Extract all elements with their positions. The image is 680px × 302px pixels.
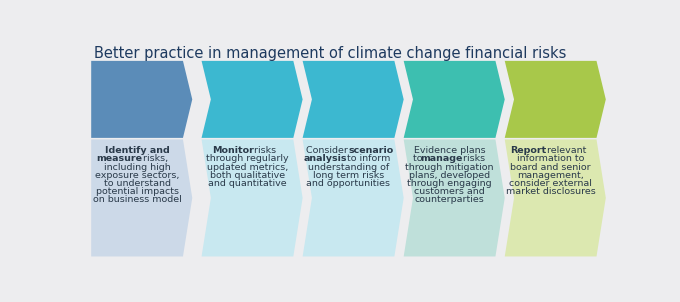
Text: including high: including high — [104, 162, 171, 172]
Text: to: to — [413, 154, 425, 163]
Text: measure risks,: measure risks, — [102, 154, 172, 163]
Text: board and senior: board and senior — [510, 162, 591, 172]
Text: plans, developed: plans, developed — [409, 171, 490, 180]
Text: risks: risks — [460, 154, 485, 163]
Text: manage: manage — [421, 154, 463, 163]
Text: management,: management, — [517, 171, 584, 180]
Polygon shape — [91, 140, 192, 256]
Text: Report relevant: Report relevant — [513, 146, 588, 155]
Text: and quantitative: and quantitative — [208, 179, 287, 188]
Text: Evidence plans: Evidence plans — [413, 146, 486, 155]
Text: through regularly: through regularly — [206, 154, 289, 163]
Text: Monitor: Monitor — [212, 146, 254, 155]
Text: to understand: to understand — [103, 179, 171, 188]
Text: customers and: customers and — [414, 187, 485, 196]
Polygon shape — [303, 140, 404, 256]
Text: through mitigation: through mitigation — [405, 162, 494, 172]
Text: measure: measure — [97, 154, 143, 163]
Polygon shape — [505, 140, 606, 256]
Text: both qualitative: both qualitative — [210, 171, 285, 180]
Text: scenario: scenario — [348, 146, 394, 155]
Text: Better practice in management of climate change financial risks: Better practice in management of climate… — [94, 46, 566, 61]
Polygon shape — [91, 61, 192, 138]
Text: risks,: risks, — [141, 154, 169, 163]
Text: on business model: on business model — [92, 195, 182, 204]
Text: Consider: Consider — [306, 146, 351, 155]
Polygon shape — [303, 61, 404, 138]
Text: understanding of: understanding of — [308, 162, 389, 172]
Text: Monitor risks: Monitor risks — [217, 146, 278, 155]
Text: through engaging: through engaging — [407, 179, 492, 188]
Text: information to: information to — [517, 154, 584, 163]
Text: long term risks: long term risks — [313, 171, 384, 180]
Polygon shape — [201, 61, 303, 138]
Text: analysis: analysis — [303, 154, 347, 163]
Text: analysis to inform: analysis to inform — [306, 154, 391, 163]
Polygon shape — [404, 61, 505, 138]
Text: to inform: to inform — [344, 154, 390, 163]
Polygon shape — [404, 140, 505, 256]
Text: consider external: consider external — [509, 179, 592, 188]
Text: exposure sectors,: exposure sectors, — [95, 171, 180, 180]
Polygon shape — [201, 140, 303, 256]
Text: and opportunities: and opportunities — [307, 179, 390, 188]
Text: counterparties: counterparties — [415, 195, 484, 204]
Text: relevant: relevant — [544, 146, 587, 155]
Text: risks: risks — [252, 146, 277, 155]
Polygon shape — [505, 61, 606, 138]
Text: market disclosures: market disclosures — [506, 187, 596, 196]
Text: updated metrics,: updated metrics, — [207, 162, 288, 172]
Text: to manage risks: to manage risks — [411, 154, 488, 163]
Text: potential impacts: potential impacts — [96, 187, 179, 196]
Text: Identify and: Identify and — [105, 146, 169, 155]
Text: Consider scenario: Consider scenario — [306, 146, 391, 155]
Text: Report: Report — [510, 146, 547, 155]
